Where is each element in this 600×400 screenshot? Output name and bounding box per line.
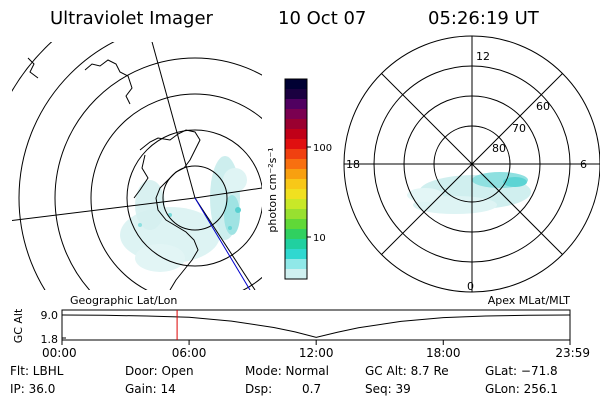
colorbar-segment	[285, 149, 307, 160]
colorbar-segment	[285, 259, 307, 270]
colorbar-segment	[285, 179, 307, 190]
header-title: Ultraviolet Imager	[50, 8, 214, 29]
mlt-lines	[344, 36, 600, 292]
mlt-label-6: 6	[580, 158, 587, 171]
colorbar-segment	[285, 219, 307, 230]
colorbar-segment	[285, 139, 307, 150]
colorbar-segment	[285, 249, 307, 260]
mlt-label-12: 12	[476, 50, 490, 63]
colorbar-segment	[285, 199, 307, 210]
left-panel-label: Geographic Lat/Lon	[70, 294, 177, 307]
colorbar-tick-label-100: 100	[313, 143, 332, 154]
info-door: Door: Open	[125, 364, 194, 378]
header-time: 05:26:19 UT	[428, 8, 540, 29]
colorbar-segment	[285, 119, 307, 130]
orbit-x-ticks: 00:00 06:00 12:00 18:00 23:59	[42, 340, 590, 360]
orbit-altitude-chart: GC Alt 9.0 1.8 00:00 06:00 12:00 18:00 23:59	[12, 308, 590, 360]
info-dsp-value: 0.7	[302, 382, 321, 396]
latitude-circles	[12, 42, 262, 290]
orbit-x-tick-label: 23:59	[555, 346, 590, 360]
colorbar-segment	[285, 229, 307, 240]
orbit-altitude-line	[61, 314, 571, 338]
colorbar-tick-label-10: 10	[313, 233, 326, 244]
colorbar-segment	[285, 109, 307, 120]
mlt-polar-plot: 12 0 18 6 60 70 80	[343, 35, 600, 293]
colorbar-segment	[285, 129, 307, 140]
colorbar-segment	[285, 89, 307, 100]
info-glat: GLat: −71.8	[485, 364, 558, 378]
orbit-chart-ylabel: GC Alt	[12, 308, 25, 343]
mlat-label-70: 70	[512, 122, 526, 135]
orbit-x-tick-label: 12:00	[299, 346, 334, 360]
info-glon: GLon: 256.1	[485, 382, 558, 396]
colorbar-segment	[285, 79, 307, 90]
coastline-antarctica	[27, 57, 201, 290]
info-gc-alt: GC Alt: 8.7 Re	[365, 364, 449, 378]
info-mode: Mode: Normal	[245, 364, 329, 378]
colorbar-segment	[285, 209, 307, 220]
colorbar-segment	[285, 169, 307, 180]
mlat-label-60: 60	[536, 100, 550, 113]
auroral-emission-right	[407, 172, 531, 214]
colorbar-segment	[285, 189, 307, 200]
info-dsp: Dsp:	[245, 382, 272, 396]
longitude-lines	[12, 42, 262, 290]
mlat-label-80: 80	[492, 142, 506, 155]
colorbar-segment	[285, 159, 307, 170]
colorbar-label: photon cm⁻²s⁻¹	[266, 147, 279, 232]
info-block: Flt: LBHL IP: 36.0 Door: Open Gain: 14 M…	[10, 364, 558, 396]
info-ip: IP: 36.0	[10, 382, 55, 396]
satellite-track	[194, 197, 251, 290]
orbit-x-tick-label: 18:00	[426, 346, 461, 360]
colorbar-segment	[285, 269, 307, 280]
colorbar-frame	[284, 78, 308, 280]
orbit-x-tick-label: 06:00	[172, 346, 207, 360]
mlt-label-18: 18	[346, 158, 360, 171]
info-flt: Flt: LBHL	[10, 364, 64, 378]
orbit-chart-ytick-bottom: 1.8	[41, 333, 59, 346]
orbit-x-tick-label: 00:00	[42, 346, 77, 360]
header-date: 10 Oct 07	[278, 8, 366, 29]
colorbar: 100 10 photon cm⁻²s⁻¹	[266, 78, 332, 280]
orbit-chart-ytick-top: 9.0	[41, 309, 59, 322]
colorbar-gradient	[285, 79, 307, 280]
geographic-map	[12, 42, 262, 290]
auroral-emission-left	[120, 156, 247, 272]
info-gain: Gain: 14	[125, 382, 176, 396]
colorbar-segment	[285, 239, 307, 250]
mlt-label-0: 0	[467, 280, 474, 293]
info-seq: Seq: 39	[365, 382, 411, 396]
orbit-chart-frame	[61, 309, 571, 341]
right-panel-label: Apex MLat/MLT	[488, 294, 571, 307]
colorbar-segment	[285, 99, 307, 110]
